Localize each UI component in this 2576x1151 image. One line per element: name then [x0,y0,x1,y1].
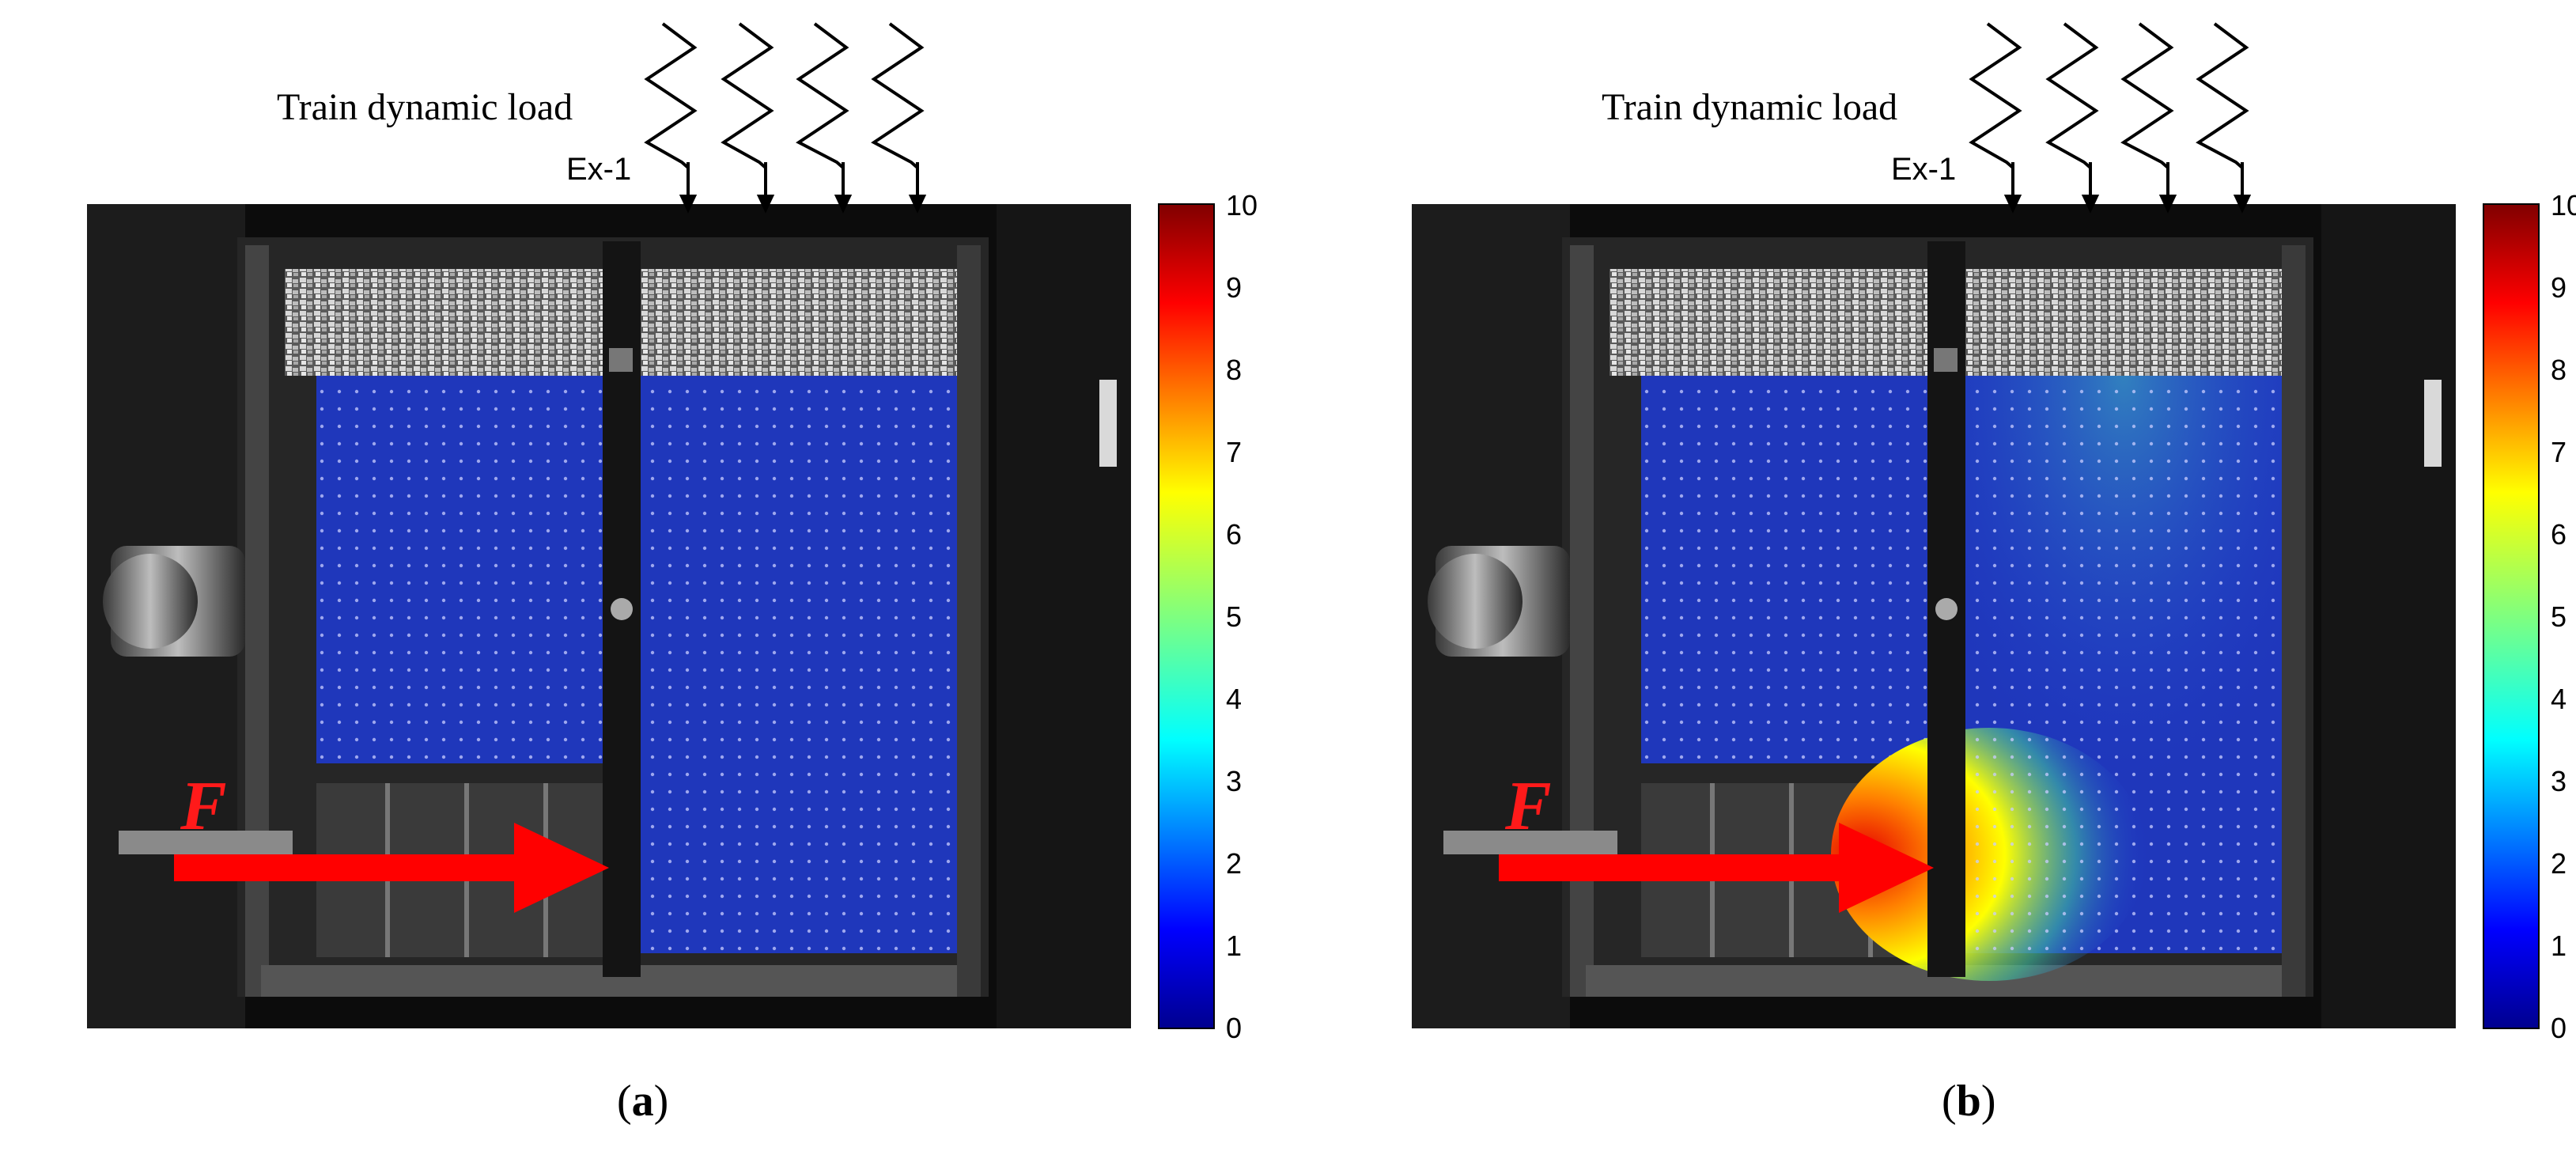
colorbar-tick-2: 2 [1226,847,1242,880]
colorbar-tick-5: 5 [2551,600,2567,633]
panel-letter: b [1956,1077,1981,1126]
force-arrow-head [514,823,609,913]
force-arrow-shaft [1499,854,1847,881]
force-label: F [180,768,227,845]
colorbar-tick-4: 4 [2551,683,2567,715]
force-arrow-shaft [174,854,522,881]
colorbar-tick-6: 6 [1226,518,1242,551]
colorbar-tick-6: 6 [2551,518,2567,551]
panel-b-graphic: F 10 9 8 7 6 5 4 3 2 1 0 [1412,22,2576,1044]
colorbar [1158,203,1215,1029]
colorbar [2483,203,2540,1029]
figure-panel-b: F 10 9 8 7 6 5 4 3 2 1 0 [1325,0,2576,1151]
force-arrow-head [1839,823,1934,913]
load-arrows [1969,22,2252,214]
colorbar-tick-8: 8 [2551,354,2567,386]
colorbar-tick-1: 1 [2551,930,2567,962]
colorbar-tick-5: 5 [1226,600,1242,633]
colorbar-tick-8: 8 [1226,354,1242,386]
colorbar-ticks: 10 9 8 7 6 5 4 3 2 1 0 [2551,189,2576,1044]
force-label: F [1504,768,1552,845]
colorbar-tick-10: 10 [1226,189,1258,221]
colorbar-tick-7: 7 [2551,436,2567,468]
specimen-label: Ex-1 [1891,152,1957,187]
colorbar-tick-9: 9 [2551,271,2567,304]
colorbar-tick-7: 7 [1226,436,1242,468]
load-label: Train dynamic load [277,86,573,128]
figure-panel-a: F 10 9 8 7 6 5 4 3 2 1 [87,22,1258,1126]
colorbar-tick-1: 1 [1226,930,1242,962]
colorbar-tick-0: 0 [2551,1012,2567,1044]
panel-letter: a [631,1077,654,1126]
load-arrows [644,22,927,214]
panel-caption: (a) [617,1077,669,1126]
load-label: Train dynamic load [1602,86,1898,128]
colorbar-tick-3: 3 [1226,765,1242,797]
colorbar-tick-10: 10 [2551,189,2576,221]
panel-caption: (b) [1942,1077,1996,1126]
colorbar-ticks: 10 9 8 7 6 5 4 3 2 1 0 [1226,189,1258,1044]
specimen-label: Ex-1 [566,152,632,187]
colorbar-tick-3: 3 [2551,765,2567,797]
colorbar-tick-2: 2 [2551,847,2567,880]
colorbar-tick-9: 9 [1226,271,1242,304]
panel-a-graphic: F 10 9 8 7 6 5 4 3 2 1 [87,22,1258,1044]
colorbar-tick-4: 4 [1226,683,1242,715]
colorbar-tick-0: 0 [1226,1012,1242,1044]
